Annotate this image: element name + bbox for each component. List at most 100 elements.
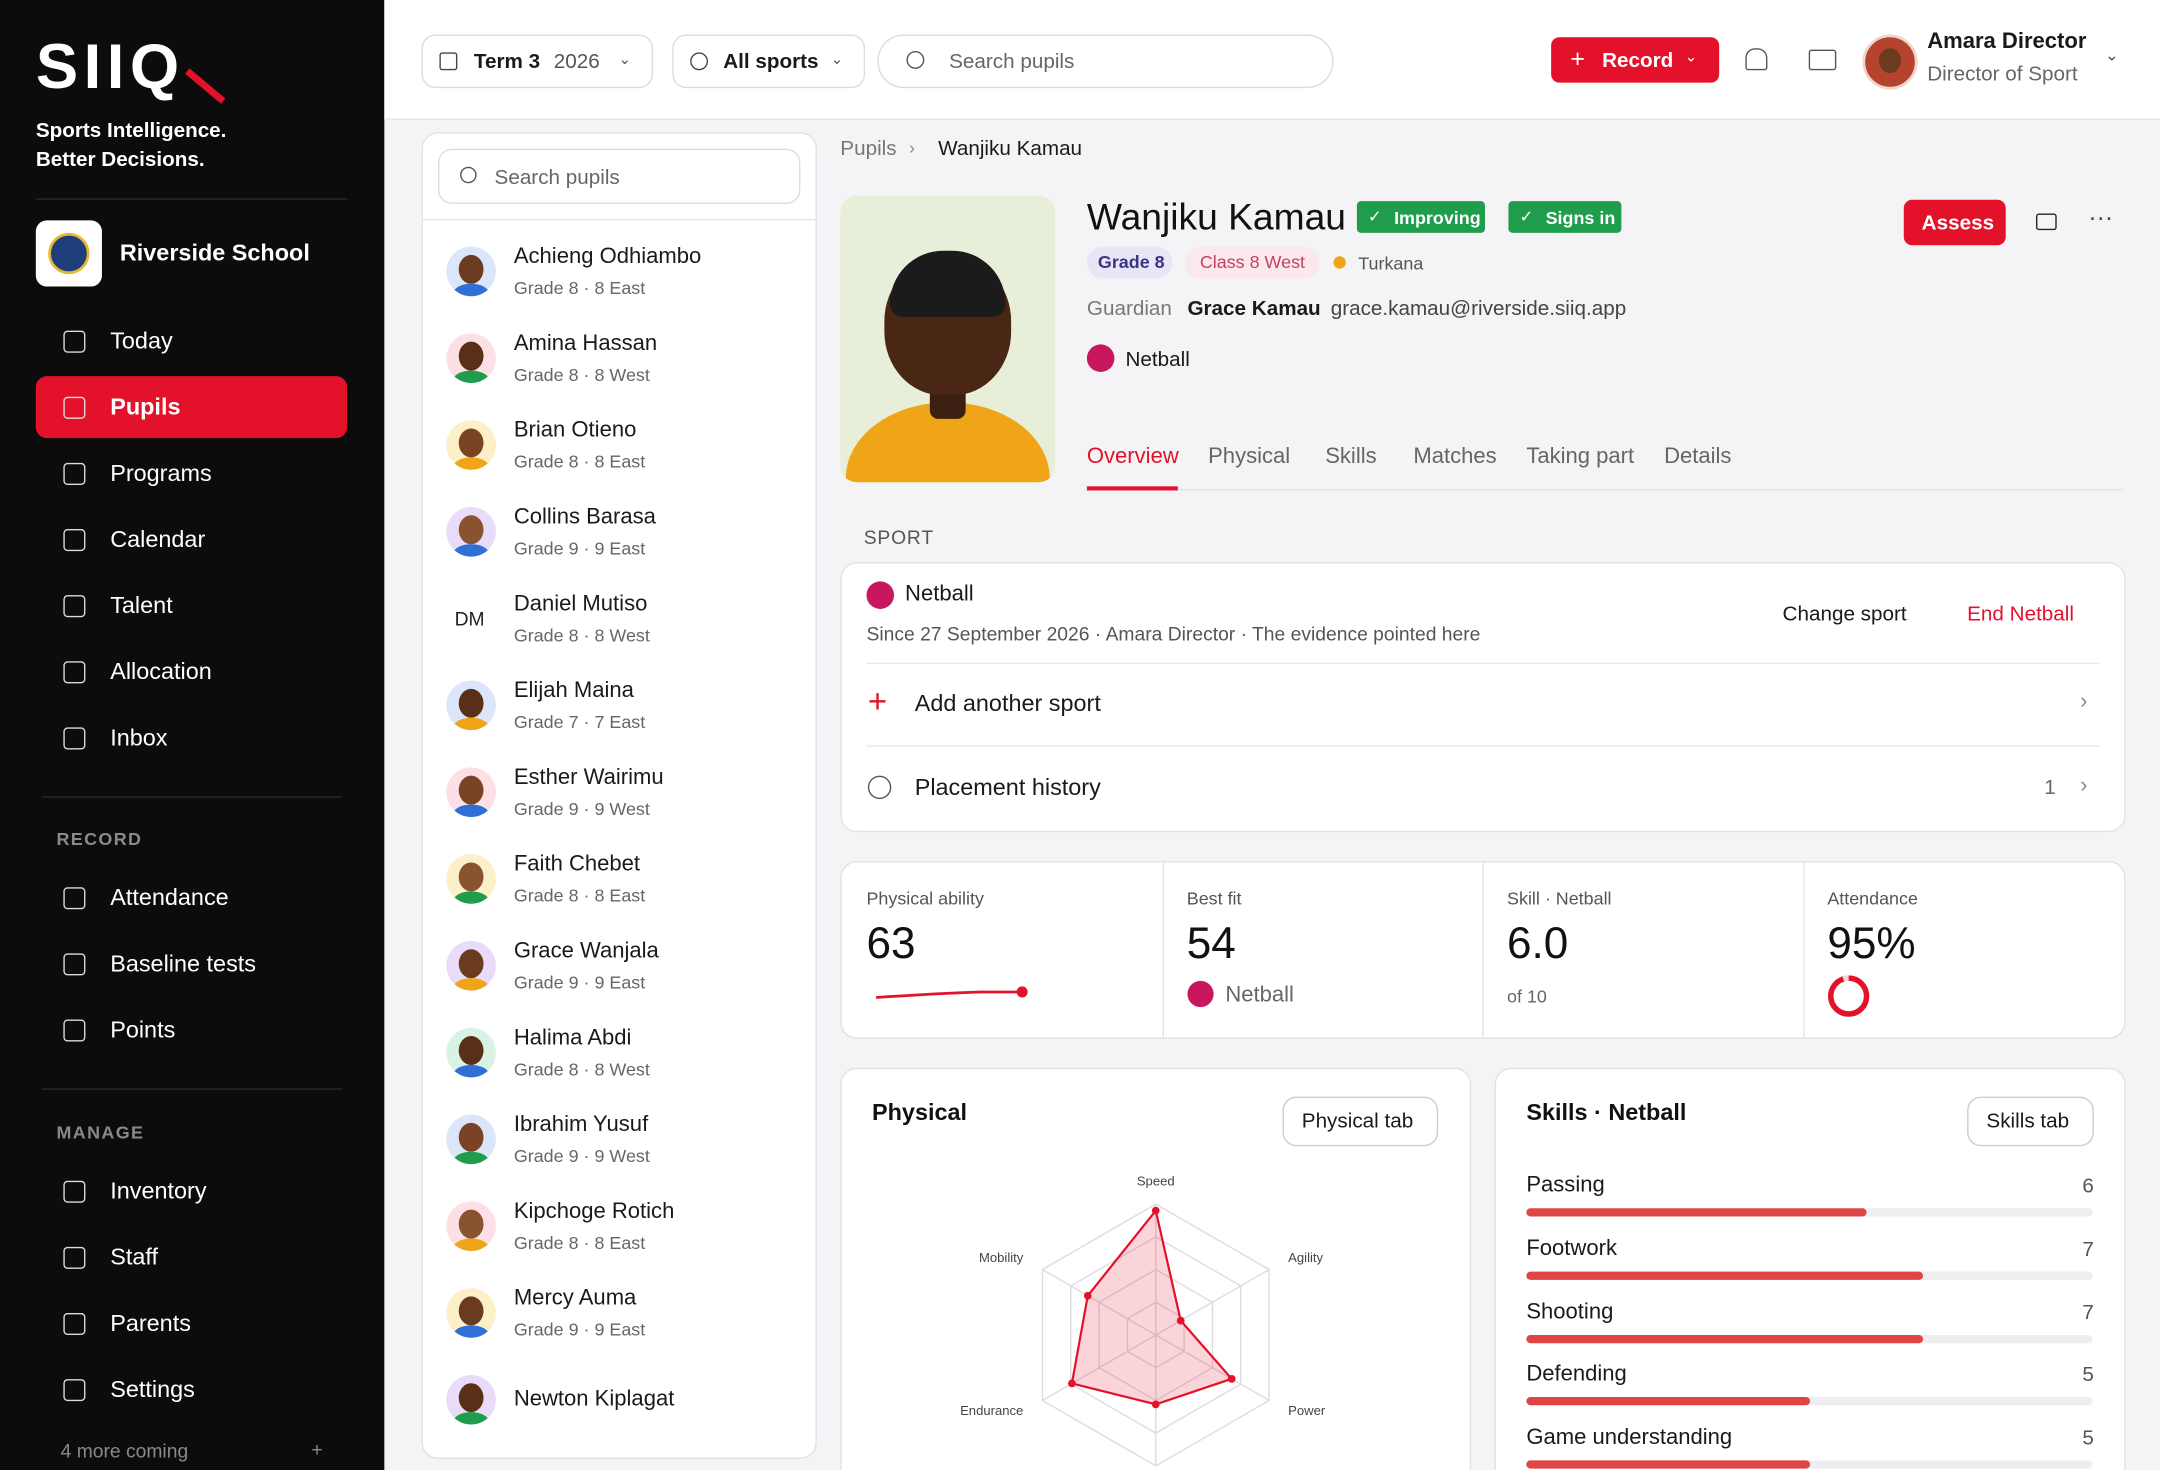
stats-card: Physical ability 63 Best fit 54 Netball Skill… xyxy=(840,861,2126,1039)
list-search[interactable]: Search pupils xyxy=(438,148,801,204)
bell-icon[interactable] xyxy=(1745,48,1768,71)
section-heading: RECORD xyxy=(56,828,143,850)
assess-button[interactable]: Assess xyxy=(1903,199,2006,246)
nav-item[interactable]: Allocation xyxy=(110,658,212,685)
skill-name: Passing xyxy=(1526,1173,1605,1198)
pupil-name[interactable]: Halima Abdi xyxy=(513,1026,632,1050)
face xyxy=(458,688,484,718)
shirt xyxy=(453,1412,490,1425)
tab[interactable]: Matches xyxy=(1413,444,1497,469)
skill-track xyxy=(1526,1397,2093,1406)
stat-value: 95% xyxy=(1827,918,1916,968)
nav-item[interactable]: Pupils xyxy=(110,394,181,421)
face xyxy=(458,515,484,545)
nav-item[interactable]: Parents xyxy=(110,1310,191,1337)
skill-value: 7 xyxy=(2082,1237,2094,1262)
face xyxy=(458,1122,484,1152)
nav-item[interactable]: Inbox xyxy=(110,724,168,751)
nav-item[interactable]: Programs xyxy=(110,460,212,487)
breadcrumb[interactable]: Pupils xyxy=(840,137,897,161)
pupil-name[interactable]: Amina Hassan xyxy=(513,332,658,356)
more-add[interactable]: + xyxy=(311,1438,323,1461)
tagline: Sports Intelligence. xyxy=(35,119,227,143)
stat-value: 6.0 xyxy=(1507,918,1569,968)
user-role: Director of Sport xyxy=(1927,62,2078,87)
shirt xyxy=(453,370,490,384)
pupil-meta: Grade 8 · 8 East xyxy=(513,885,646,906)
nav-item[interactable]: Points xyxy=(110,1016,176,1043)
add-sport[interactable]: Add another sport xyxy=(914,690,1101,717)
pupil-name[interactable]: Grace Wanjala xyxy=(513,939,659,964)
mail-icon[interactable] xyxy=(1808,49,1837,71)
pupil-meta: Grade 7 · 7 East xyxy=(513,711,646,733)
school-name[interactable]: Riverside School xyxy=(119,239,310,266)
tab[interactable]: Physical xyxy=(1208,444,1291,469)
more-coming: 4 more coming xyxy=(60,1439,189,1462)
sport-select[interactable]: All sports ⌄ xyxy=(672,34,866,89)
pupil-name[interactable]: Kipchoge Rotich xyxy=(513,1199,675,1224)
search[interactable]: Search pupils xyxy=(877,34,1334,89)
tab[interactable]: Details xyxy=(1664,444,1732,469)
nav-item[interactable]: Calendar xyxy=(110,526,206,553)
guardian-email[interactable]: grace.kamau@riverside.siiq.app xyxy=(1330,296,1627,321)
tab[interactable]: Overview xyxy=(1086,444,1179,469)
radar-chart: Speed Agility Power Endurance Mobility xyxy=(960,1174,1326,1467)
face xyxy=(458,254,484,284)
skill-bar xyxy=(1526,1334,1923,1343)
pupil-name[interactable]: Elijah Maina xyxy=(513,679,634,703)
nav-item[interactable]: Talent xyxy=(110,592,173,619)
nav-icon xyxy=(63,595,86,618)
nav-item[interactable]: Baseline tests xyxy=(110,950,257,977)
user-avatar[interactable] xyxy=(1862,34,1918,90)
end-sport[interactable]: End Netball xyxy=(1967,602,2074,627)
divider xyxy=(866,662,2100,665)
pupil-avatar: DM xyxy=(446,593,496,644)
nav-item[interactable]: Inventory xyxy=(110,1177,207,1205)
physical-tab-button[interactable]: Physical tab xyxy=(1282,1096,1439,1147)
skill-bar xyxy=(1526,1271,1923,1280)
mail-icon[interactable] xyxy=(2036,213,2057,231)
change-sport[interactable]: Change sport xyxy=(1782,602,1907,627)
pupil-meta: Grade 8 · 8 West xyxy=(513,1058,650,1080)
tab[interactable]: Skills xyxy=(1325,444,1377,469)
tab-rule xyxy=(1086,489,2123,491)
placement-history[interactable]: Placement history xyxy=(914,774,1101,801)
radar-point xyxy=(1176,1316,1185,1325)
record-button[interactable]: + Record ⌄ xyxy=(1551,37,1720,83)
breadcrumb: Wanjiku Kamau xyxy=(938,137,1083,161)
radar-label: Mobility xyxy=(979,1250,1024,1265)
breadcrumb-sep: › xyxy=(909,137,916,158)
nav-item[interactable]: Staff xyxy=(110,1244,158,1271)
pupil-name[interactable]: Mercy Auma xyxy=(513,1286,637,1311)
pupil-name[interactable]: Esther Wairimu xyxy=(513,766,664,790)
pupil-name[interactable]: Faith Chebet xyxy=(513,852,641,877)
nav-item[interactable]: Today xyxy=(110,327,173,355)
radar-point xyxy=(1068,1379,1076,1388)
radar-area xyxy=(1070,1208,1234,1406)
current-sport: Netball xyxy=(905,582,974,607)
nav-icon xyxy=(63,1246,86,1269)
term-select[interactable]: Term 3 2026 ⌄ xyxy=(421,34,653,89)
skills-tab-button[interactable]: Skills tab xyxy=(1967,1096,2094,1147)
pupil-name[interactable]: Daniel Mutiso xyxy=(513,592,648,616)
more-menu[interactable]: ··· xyxy=(2088,203,2114,231)
shirt xyxy=(453,1238,490,1251)
nav-item[interactable]: Attendance xyxy=(110,884,229,911)
pupil-meta: Grade 9 · 9 East xyxy=(513,971,646,993)
tab[interactable]: Taking part xyxy=(1526,444,1635,469)
house: Turkana xyxy=(1358,252,1424,274)
nav-item[interactable]: Settings xyxy=(110,1376,195,1403)
sport-icon xyxy=(866,581,895,609)
divider xyxy=(35,198,348,200)
shirt xyxy=(453,457,490,470)
pupil-name[interactable]: Achieng Odhiambo xyxy=(513,245,702,269)
pupil-name[interactable]: Collins Barasa xyxy=(513,505,656,530)
guardian-name: Grace Kamau xyxy=(1187,296,1321,321)
divider xyxy=(1802,862,1804,1038)
pupil-name[interactable]: Ibrahim Yusuf xyxy=(513,1113,649,1137)
pupil-name[interactable]: Newton Kiplagat xyxy=(513,1387,675,1411)
chevron[interactable]: ⌄ xyxy=(2104,45,2119,65)
status-badge: ✓ Signs in xyxy=(1508,201,1622,233)
pupil-name[interactable]: Brian Otieno xyxy=(513,418,637,443)
school-crest xyxy=(35,220,102,287)
